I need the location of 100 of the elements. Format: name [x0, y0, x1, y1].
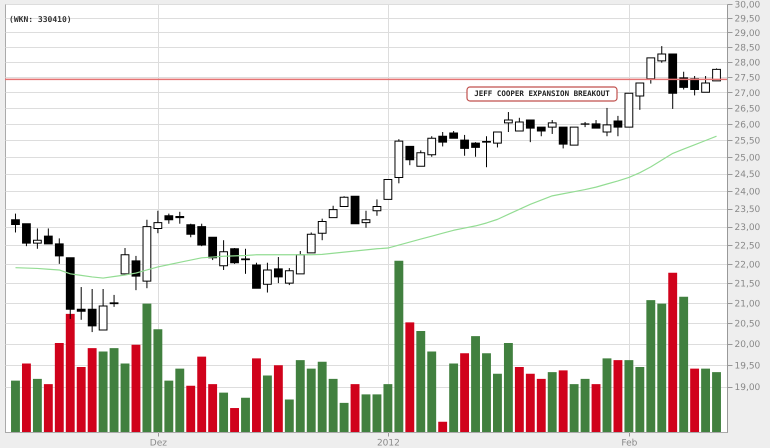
- candlestick: [701, 75, 710, 93]
- bar: [262, 376, 272, 432]
- candlestick: [296, 250, 305, 274]
- y-tick-label: 23,00: [734, 223, 761, 234]
- candlestick: [384, 179, 392, 200]
- bar: [66, 314, 75, 432]
- bar: [558, 370, 568, 432]
- candlestick: [32, 228, 42, 250]
- bar: [175, 368, 184, 432]
- bar: [230, 408, 239, 432]
- candlestick: [548, 120, 557, 134]
- bar: [624, 360, 634, 432]
- y-tick-label: 27,00: [734, 88, 761, 99]
- bar: [372, 394, 382, 432]
- candlestick: [416, 150, 426, 167]
- bar: [350, 384, 360, 432]
- bar: [427, 352, 436, 432]
- candlestick: [263, 262, 272, 294]
- candlestick: [274, 256, 283, 284]
- candlestick: [471, 142, 480, 158]
- candlestick: [197, 223, 206, 247]
- bar: [153, 329, 162, 432]
- bar: [536, 378, 546, 432]
- y-tick-label: 25,50: [734, 136, 761, 147]
- bar: [449, 364, 458, 432]
- bar: [701, 368, 710, 432]
- candlestick: [132, 255, 140, 291]
- bar: [164, 380, 174, 432]
- bar: [482, 353, 491, 432]
- bar: [493, 374, 502, 432]
- candlestick: [110, 294, 118, 308]
- candlestick: [328, 205, 338, 218]
- bar: [526, 374, 535, 432]
- candlestick: [526, 120, 535, 143]
- bar: [394, 260, 404, 432]
- bar: [98, 352, 108, 432]
- candlestick: [438, 131, 448, 147]
- y-tick-label: 22,00: [734, 260, 761, 270]
- bar: [602, 358, 612, 432]
- candlestick: [230, 248, 239, 264]
- candlestick: [362, 210, 370, 228]
- candlestick: [493, 131, 502, 148]
- bar: [548, 372, 557, 432]
- y-tick-label: 21,00: [734, 299, 761, 310]
- candlestick: [536, 126, 546, 137]
- bar: [208, 384, 218, 432]
- y-tick-label: 26,00: [734, 120, 761, 130]
- bar: [328, 378, 338, 432]
- candlestick: [219, 240, 228, 270]
- bar: [284, 399, 294, 432]
- candlestick: [514, 117, 524, 132]
- bar: [668, 272, 678, 432]
- y-tick-label: 19,00: [734, 383, 761, 394]
- bar: [690, 368, 700, 432]
- bar: [460, 353, 470, 432]
- candlestick: [284, 268, 294, 286]
- candlestick: [44, 228, 53, 244]
- bar: [132, 344, 140, 432]
- candlestick: [175, 211, 184, 224]
- y-tick-label: 27,50: [734, 73, 761, 84]
- bar: [657, 304, 666, 432]
- candlestick: [164, 213, 174, 224]
- bar: [383, 384, 392, 432]
- candlestick: [646, 57, 656, 84]
- y-tick-label: 28,00: [734, 58, 761, 68]
- candlestick: [558, 126, 568, 149]
- candlestick: [88, 288, 97, 333]
- bar: [197, 356, 206, 432]
- candlestick: [657, 46, 666, 64]
- bar: [306, 368, 316, 432]
- bar: [88, 348, 97, 432]
- bar: [110, 348, 119, 432]
- candlestick: [120, 248, 130, 274]
- bar: [416, 330, 426, 432]
- candlestick: [427, 136, 436, 158]
- y-tick-label: 19,50: [734, 361, 761, 372]
- bar: [76, 366, 86, 432]
- x-tick-label: Feb: [621, 438, 638, 448]
- y-tick-label: 30,00: [734, 0, 761, 10]
- candlestick: [570, 126, 579, 146]
- line-series: [14, 136, 718, 279]
- candlestick: [318, 218, 327, 241]
- bar: [54, 342, 64, 432]
- candlestick: [11, 213, 20, 233]
- candlestick: [460, 134, 469, 156]
- bar: [613, 360, 622, 432]
- y-tick-label: 20,50: [734, 320, 761, 330]
- candlestick: [22, 223, 31, 247]
- bar: [405, 322, 414, 432]
- bar: [646, 300, 656, 432]
- bar: [11, 380, 20, 432]
- bar: [32, 378, 42, 432]
- y-tick-label: 26,50: [734, 104, 761, 114]
- bar: [679, 296, 688, 432]
- candlestick: [241, 248, 250, 274]
- bar: [219, 392, 228, 432]
- candlestick: [372, 198, 382, 216]
- candlestick: [405, 146, 414, 166]
- y-tick-label: 23,50: [734, 205, 761, 216]
- bar: [635, 366, 644, 432]
